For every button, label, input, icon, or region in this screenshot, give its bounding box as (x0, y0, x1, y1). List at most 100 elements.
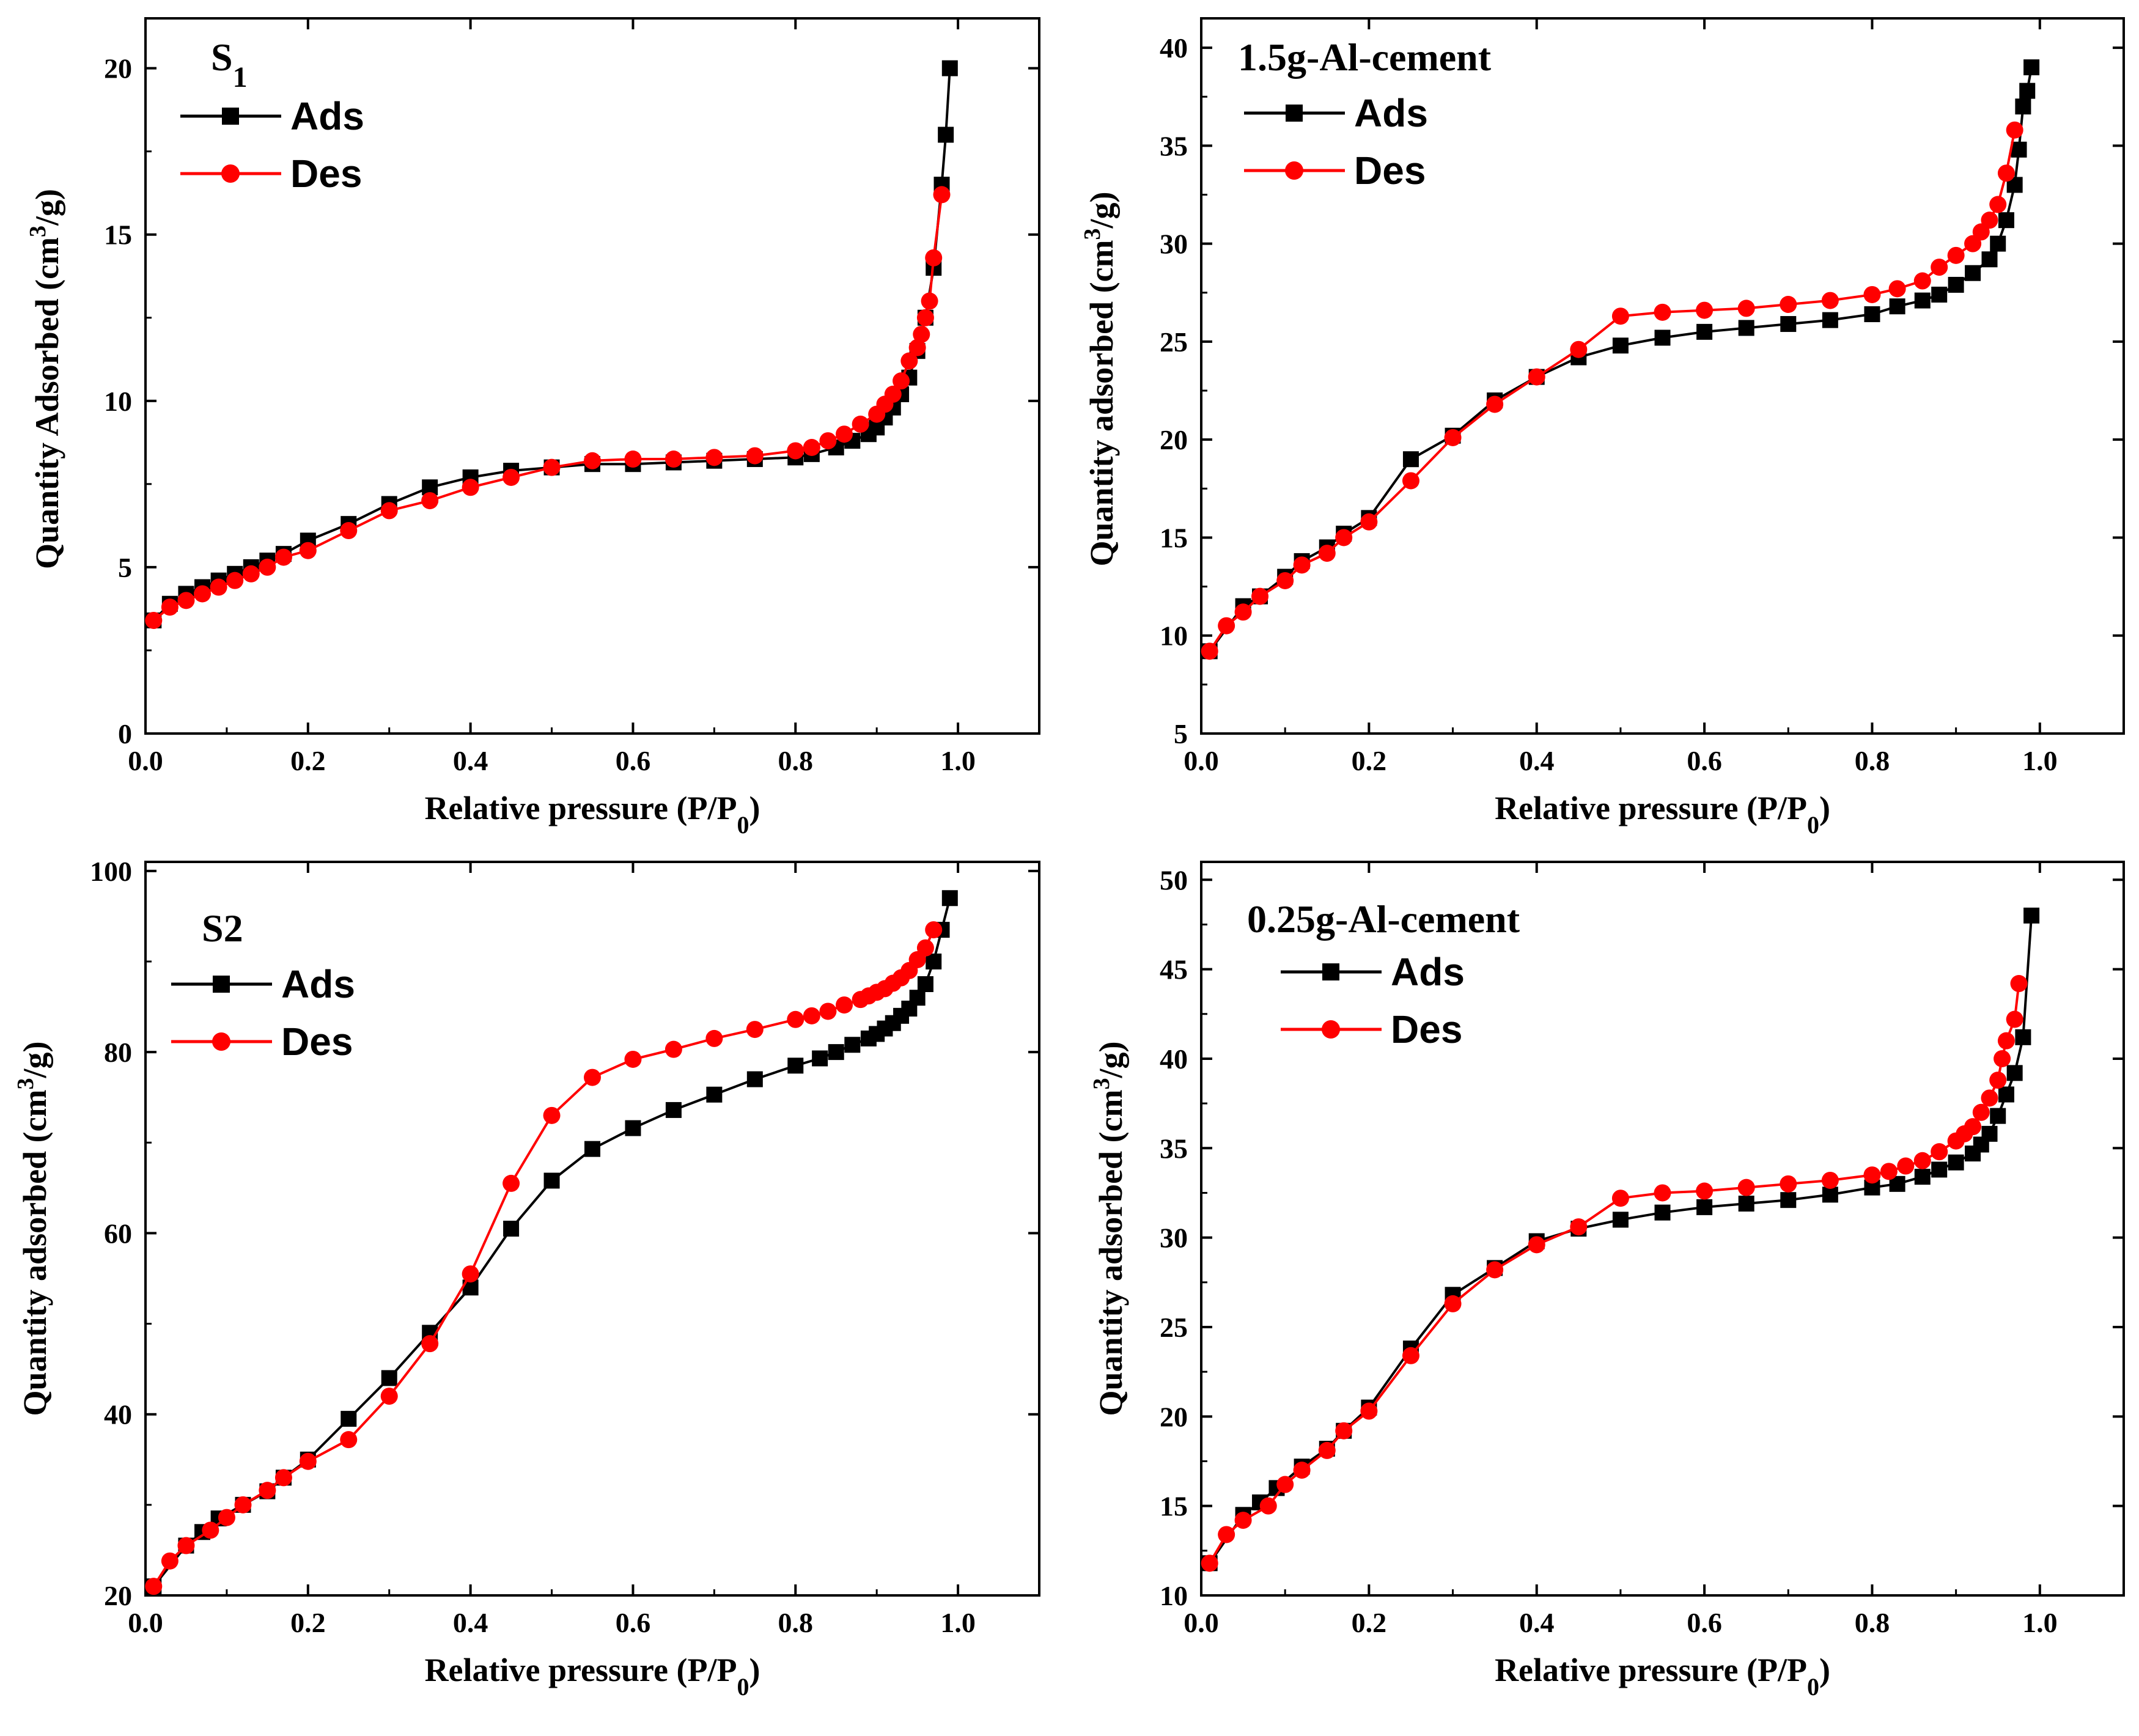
x-tick-label: 0.6 (616, 1607, 651, 1638)
legend-marker-ads (222, 108, 239, 125)
data-point-des (503, 1174, 520, 1192)
data-point-des (1528, 1236, 1545, 1254)
legend-marker-ads (1322, 963, 1339, 980)
data-point-des (705, 449, 723, 466)
data-point-ads (1981, 1125, 1998, 1142)
data-point-des (1931, 1143, 1948, 1161)
x-axis-label-subscript: 0 (1807, 1673, 1819, 1701)
data-point-des (1964, 235, 1982, 252)
data-point-des (2006, 1010, 2023, 1028)
data-point-ads (812, 1050, 828, 1067)
data-point-des (274, 1469, 292, 1487)
x-axis-label-subscript: 0 (737, 811, 749, 839)
x-tick-label: 0.0 (128, 1607, 163, 1638)
y-axis-label-end: /g) (1092, 1041, 1129, 1078)
panel-title-subscript: 1 (233, 61, 248, 94)
data-point-des (1913, 1152, 1931, 1169)
data-point-ads (2015, 98, 2031, 115)
data-point-des (177, 592, 195, 609)
y-tick-label: 25 (1160, 1312, 1188, 1343)
data-point-des (925, 921, 943, 939)
y-axis-label-superscript: 3 (1089, 1078, 1114, 1089)
data-point-ads (941, 60, 958, 76)
data-point-des (584, 1068, 601, 1086)
data-point-ads (1654, 329, 1671, 346)
x-tick-label: 0.0 (1184, 1607, 1219, 1638)
legend-label-des: Des (290, 152, 362, 196)
data-point-des (1360, 513, 1378, 531)
data-point-des (1947, 1132, 1965, 1150)
data-point-ads (1981, 251, 1998, 268)
data-point-des (543, 1106, 561, 1124)
data-point-des (1913, 272, 1931, 290)
x-tick-label: 1.0 (2022, 1607, 2058, 1638)
data-point-des (836, 996, 853, 1014)
data-point-ads (1696, 1199, 1713, 1215)
data-point-ads (1654, 1204, 1671, 1221)
data-point-ads (706, 1086, 723, 1103)
data-point-ads (543, 1172, 560, 1189)
x-axis-label-end: ) (1819, 790, 1830, 826)
data-point-ads (625, 1120, 641, 1136)
data-point-des (1981, 1089, 1998, 1107)
data-point-des (1201, 642, 1218, 660)
y-axis-label-end: /g) (1083, 191, 1120, 229)
x-tick-label: 0.4 (453, 745, 488, 776)
data-point-ads (503, 1221, 520, 1237)
data-point-ads (1965, 265, 1981, 281)
data-point-des (218, 1509, 235, 1526)
data-point-des (819, 1002, 837, 1020)
y-tick-label: 100 (90, 856, 132, 887)
y-tick-label: 10 (1160, 1580, 1188, 1611)
data-point-ads (1822, 312, 1838, 328)
data-point-des (803, 1007, 820, 1024)
data-point-des (803, 439, 820, 456)
data-point-des (299, 542, 317, 559)
data-point-des (1528, 368, 1545, 386)
plot-frame (1200, 17, 2125, 735)
y-tick-label: 60 (104, 1218, 132, 1249)
data-point-ads (1998, 212, 2014, 229)
data-point-des (852, 415, 869, 433)
x-tick-label: 0.8 (778, 745, 814, 776)
data-point-des (462, 479, 479, 496)
data-point-des (1251, 587, 1269, 605)
data-point-des (421, 1335, 439, 1353)
y-axis-label: Quantity adsorbed (cm3/g) (1080, 191, 1120, 566)
data-point-des (1360, 1402, 1378, 1420)
panel-title: S2 (202, 907, 243, 950)
data-point-des (1997, 1032, 2015, 1050)
plot-frame (1200, 861, 2125, 1597)
y-tick-label: 20 (104, 53, 132, 84)
data-point-des (1234, 1512, 1252, 1529)
data-point-ads (1998, 1086, 2014, 1103)
legend-label-ads: Ads (1391, 950, 1465, 994)
data-point-des (852, 991, 869, 1009)
legend-marker-des (1285, 161, 1303, 180)
x-axis-label-end: ) (749, 790, 760, 826)
data-point-des (1335, 529, 1353, 546)
y-axis-label-superscript: 3 (13, 1078, 39, 1089)
data-point-des (274, 548, 292, 566)
data-point-des (1997, 164, 2015, 182)
legend-marker-ads (213, 976, 230, 993)
data-point-des (1444, 1295, 1462, 1312)
data-point-des (1696, 301, 1714, 319)
x-axis-label-subscript: 0 (1807, 811, 1819, 839)
x-axis-label-subscript: 0 (737, 1673, 749, 1701)
data-point-des (543, 458, 561, 476)
data-point-des (1444, 428, 1462, 446)
plot-frame (144, 17, 1040, 735)
y-tick-label: 35 (1160, 130, 1188, 161)
data-point-ads (1948, 1154, 1964, 1171)
y-tick-label: 50 (1160, 864, 1188, 896)
y-axis-label-end: /g) (17, 1041, 53, 1078)
data-point-ads (2019, 83, 2036, 99)
data-point-des (1972, 1103, 1990, 1121)
data-point-des (1897, 1157, 1915, 1175)
y-tick-label: 20 (1160, 1401, 1188, 1432)
data-point-ads (938, 127, 954, 143)
x-tick-label: 0.4 (1519, 745, 1555, 776)
data-point-des (908, 339, 926, 356)
